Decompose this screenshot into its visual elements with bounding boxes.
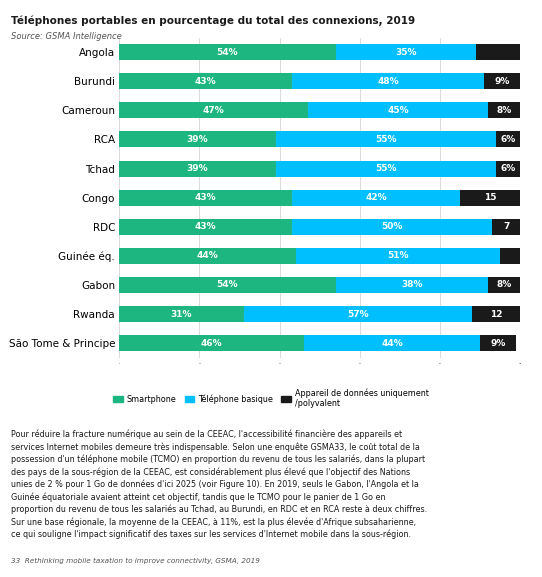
- Bar: [308, 102, 488, 118]
- Bar: [496, 160, 520, 177]
- Text: 12: 12: [490, 310, 502, 319]
- Text: 43%: 43%: [195, 222, 216, 231]
- Text: 39%: 39%: [186, 164, 208, 173]
- Bar: [119, 306, 243, 322]
- Text: 42%: 42%: [365, 193, 387, 202]
- Text: Téléphones portables en pourcentage du total des connexions, 2019: Téléphones portables en pourcentage du t…: [11, 16, 415, 26]
- Bar: [119, 132, 276, 147]
- Text: 43%: 43%: [195, 77, 216, 85]
- Bar: [119, 335, 304, 351]
- Text: 44%: 44%: [197, 252, 218, 260]
- Bar: [119, 102, 308, 118]
- Bar: [460, 190, 520, 205]
- Bar: [500, 248, 520, 264]
- Text: 55%: 55%: [375, 164, 397, 173]
- Bar: [276, 160, 496, 177]
- Bar: [119, 73, 292, 89]
- Text: 57%: 57%: [347, 310, 369, 319]
- Text: 6%: 6%: [501, 164, 516, 173]
- Bar: [304, 335, 480, 351]
- Bar: [243, 306, 472, 322]
- Bar: [336, 277, 488, 293]
- Bar: [496, 132, 520, 147]
- Bar: [119, 219, 292, 235]
- Text: 39%: 39%: [186, 135, 208, 144]
- Text: 9%: 9%: [495, 77, 510, 85]
- Text: 55%: 55%: [375, 135, 397, 144]
- Text: Pour réduire la fracture numérique au sein de la CEEAC, l'accessibilité financiè: Pour réduire la fracture numérique au se…: [11, 430, 427, 539]
- Bar: [292, 73, 484, 89]
- Bar: [276, 132, 496, 147]
- Bar: [480, 335, 517, 351]
- Text: 35%: 35%: [395, 47, 417, 57]
- Bar: [336, 44, 476, 60]
- Bar: [119, 190, 292, 205]
- Text: 38%: 38%: [401, 280, 423, 290]
- Text: 43%: 43%: [195, 193, 216, 202]
- Bar: [484, 73, 520, 89]
- Bar: [119, 248, 296, 264]
- Text: Figure 9: Figure 9: [11, 13, 56, 23]
- Text: 54%: 54%: [217, 280, 238, 290]
- Text: 48%: 48%: [377, 77, 399, 85]
- Bar: [292, 219, 492, 235]
- Text: 6%: 6%: [501, 135, 516, 144]
- Text: 45%: 45%: [387, 106, 409, 115]
- Text: 44%: 44%: [381, 339, 403, 348]
- Bar: [488, 277, 520, 293]
- Text: 33  Rethinking mobile taxation to improve connectivity, GSMA, 2019: 33 Rethinking mobile taxation to improve…: [11, 558, 260, 564]
- Bar: [492, 219, 520, 235]
- Bar: [472, 306, 520, 322]
- Text: 8%: 8%: [496, 106, 512, 115]
- Bar: [476, 44, 520, 60]
- Text: 54%: 54%: [217, 47, 238, 57]
- Text: 47%: 47%: [203, 106, 224, 115]
- Text: 9%: 9%: [491, 339, 506, 348]
- Bar: [296, 248, 500, 264]
- Legend: Smartphone, Téléphone basique, Appareil de données uniquement
/polyvalent: Smartphone, Téléphone basique, Appareil …: [110, 385, 432, 411]
- Text: 31%: 31%: [171, 310, 192, 319]
- Bar: [119, 160, 276, 177]
- Text: 46%: 46%: [201, 339, 222, 348]
- Bar: [119, 277, 336, 293]
- Bar: [488, 102, 520, 118]
- Text: 8%: 8%: [496, 280, 512, 290]
- Text: Source: GSMA Intelligence: Source: GSMA Intelligence: [11, 32, 121, 41]
- Bar: [292, 190, 460, 205]
- Text: 50%: 50%: [381, 222, 403, 231]
- Text: 7: 7: [503, 222, 509, 231]
- Text: 51%: 51%: [387, 252, 409, 260]
- Text: 15: 15: [484, 193, 496, 202]
- Bar: [119, 44, 336, 60]
